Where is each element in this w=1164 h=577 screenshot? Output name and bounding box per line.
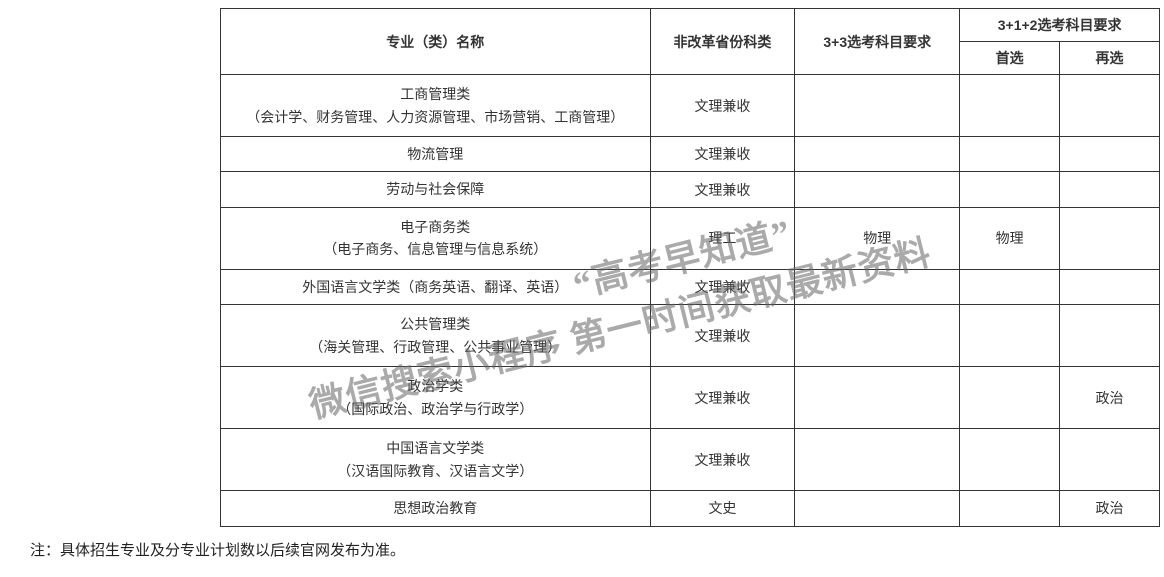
cell-major-name: 物流管理 <box>221 137 651 172</box>
table-row: 外国语言文学类（商务英语、翻译、英语）文理兼收 <box>221 269 1160 304</box>
cell-primary <box>960 305 1060 367</box>
table-body: 工商管理类（会计学、财务管理、人力资源管理、市场营销、工商管理）文理兼收物流管理… <box>221 75 1160 527</box>
header-req-33: 3+3选考科目要求 <box>795 9 960 75</box>
cell-secondary <box>1060 75 1160 137</box>
cell-major-line2: （汉语国际教育、汉语言文学） <box>225 460 646 482</box>
cell-major-line1: 电子商务类 <box>225 216 646 238</box>
cell-req-33 <box>795 491 960 526</box>
cell-major-line2: （国际政治、政治学与行政学） <box>225 398 646 420</box>
cell-primary <box>960 137 1060 172</box>
table-row: 电子商务类（电子商务、信息管理与信息系统）理工物理物理 <box>221 207 1160 269</box>
cell-req-33 <box>795 172 960 207</box>
cell-province-type: 文理兼收 <box>650 269 795 304</box>
cell-province-type: 文理兼收 <box>650 172 795 207</box>
cell-secondary <box>1060 207 1160 269</box>
cell-primary <box>960 367 1060 429</box>
table-row: 思想政治教育文史 政治 <box>221 491 1160 526</box>
table-row: 物流管理文理兼收 <box>221 137 1160 172</box>
header-major-name: 专业（类）名称 <box>221 9 651 75</box>
cell-province-type: 文史 <box>650 491 795 526</box>
cell-req-33: 物理 <box>795 207 960 269</box>
cell-major-name: 劳动与社会保障 <box>221 172 651 207</box>
header-req-312: 3+1+2选考科目要求 <box>960 9 1160 42</box>
cell-req-33 <box>795 429 960 491</box>
cell-major-name: 外国语言文学类（商务英语、翻译、英语） <box>221 269 651 304</box>
cell-secondary <box>1060 305 1160 367</box>
cell-major-line2: （会计学、财务管理、人力资源管理、市场营销、工商管理） <box>225 106 646 128</box>
cell-primary: 物理 <box>960 207 1060 269</box>
cell-province-type: 文理兼收 <box>650 367 795 429</box>
cell-major-line2: （电子商务、信息管理与信息系统） <box>225 238 646 260</box>
cell-province-type: 文理兼收 <box>650 75 795 137</box>
cell-major-name: 工商管理类（会计学、财务管理、人力资源管理、市场营销、工商管理） <box>221 75 651 137</box>
cell-secondary: 政治 <box>1060 491 1160 526</box>
table-row: 劳动与社会保障文理兼收 <box>221 172 1160 207</box>
table-row: 中国语言文学类（汉语国际教育、汉语言文学）文理兼收 <box>221 429 1160 491</box>
cell-major-line2: （海关管理、行政管理、公共事业管理） <box>225 336 646 358</box>
cell-secondary <box>1060 429 1160 491</box>
cell-province-type: 文理兼收 <box>650 137 795 172</box>
cell-req-33 <box>795 367 960 429</box>
cell-req-33 <box>795 269 960 304</box>
cell-major-line1: 政治学类 <box>225 375 646 397</box>
cell-secondary <box>1060 269 1160 304</box>
requirements-table: 专业（类）名称 非改革省份科类 3+3选考科目要求 3+1+2选考科目要求 首选… <box>220 8 1160 527</box>
cell-primary <box>960 172 1060 207</box>
cell-province-type: 理工 <box>650 207 795 269</box>
cell-primary <box>960 75 1060 137</box>
footer-note: 注：具体招生专业及分专业计划数以后续官网发布为准。 <box>30 539 1134 560</box>
cell-major-line1: 工商管理类 <box>225 83 646 105</box>
table-container: 专业（类）名称 非改革省份科类 3+3选考科目要求 3+1+2选考科目要求 首选… <box>220 8 1160 527</box>
header-primary: 首选 <box>960 42 1060 75</box>
table-row: 政治学类（国际政治、政治学与行政学）文理兼收 政治 <box>221 367 1160 429</box>
cell-req-33 <box>795 305 960 367</box>
cell-major-name: 电子商务类（电子商务、信息管理与信息系统） <box>221 207 651 269</box>
cell-major-name: 中国语言文学类（汉语国际教育、汉语言文学） <box>221 429 651 491</box>
header-row-1: 专业（类）名称 非改革省份科类 3+3选考科目要求 3+1+2选考科目要求 <box>221 9 1160 42</box>
header-province-type: 非改革省份科类 <box>650 9 795 75</box>
table-header: 专业（类）名称 非改革省份科类 3+3选考科目要求 3+1+2选考科目要求 首选… <box>221 9 1160 75</box>
cell-major-line1: 公共管理类 <box>225 313 646 335</box>
cell-secondary <box>1060 137 1160 172</box>
cell-primary <box>960 269 1060 304</box>
table-row: 工商管理类（会计学、财务管理、人力资源管理、市场营销、工商管理）文理兼收 <box>221 75 1160 137</box>
cell-secondary: 政治 <box>1060 367 1160 429</box>
cell-secondary <box>1060 172 1160 207</box>
cell-primary <box>960 491 1060 526</box>
cell-major-name: 思想政治教育 <box>221 491 651 526</box>
cell-req-33 <box>795 137 960 172</box>
cell-major-name: 政治学类（国际政治、政治学与行政学） <box>221 367 651 429</box>
cell-province-type: 文理兼收 <box>650 429 795 491</box>
cell-req-33 <box>795 75 960 137</box>
cell-province-type: 文理兼收 <box>650 305 795 367</box>
cell-major-name: 公共管理类（海关管理、行政管理、公共事业管理） <box>221 305 651 367</box>
cell-primary <box>960 429 1060 491</box>
table-row: 公共管理类（海关管理、行政管理、公共事业管理）文理兼收 <box>221 305 1160 367</box>
cell-major-line1: 中国语言文学类 <box>225 437 646 459</box>
header-secondary: 再选 <box>1060 42 1160 75</box>
